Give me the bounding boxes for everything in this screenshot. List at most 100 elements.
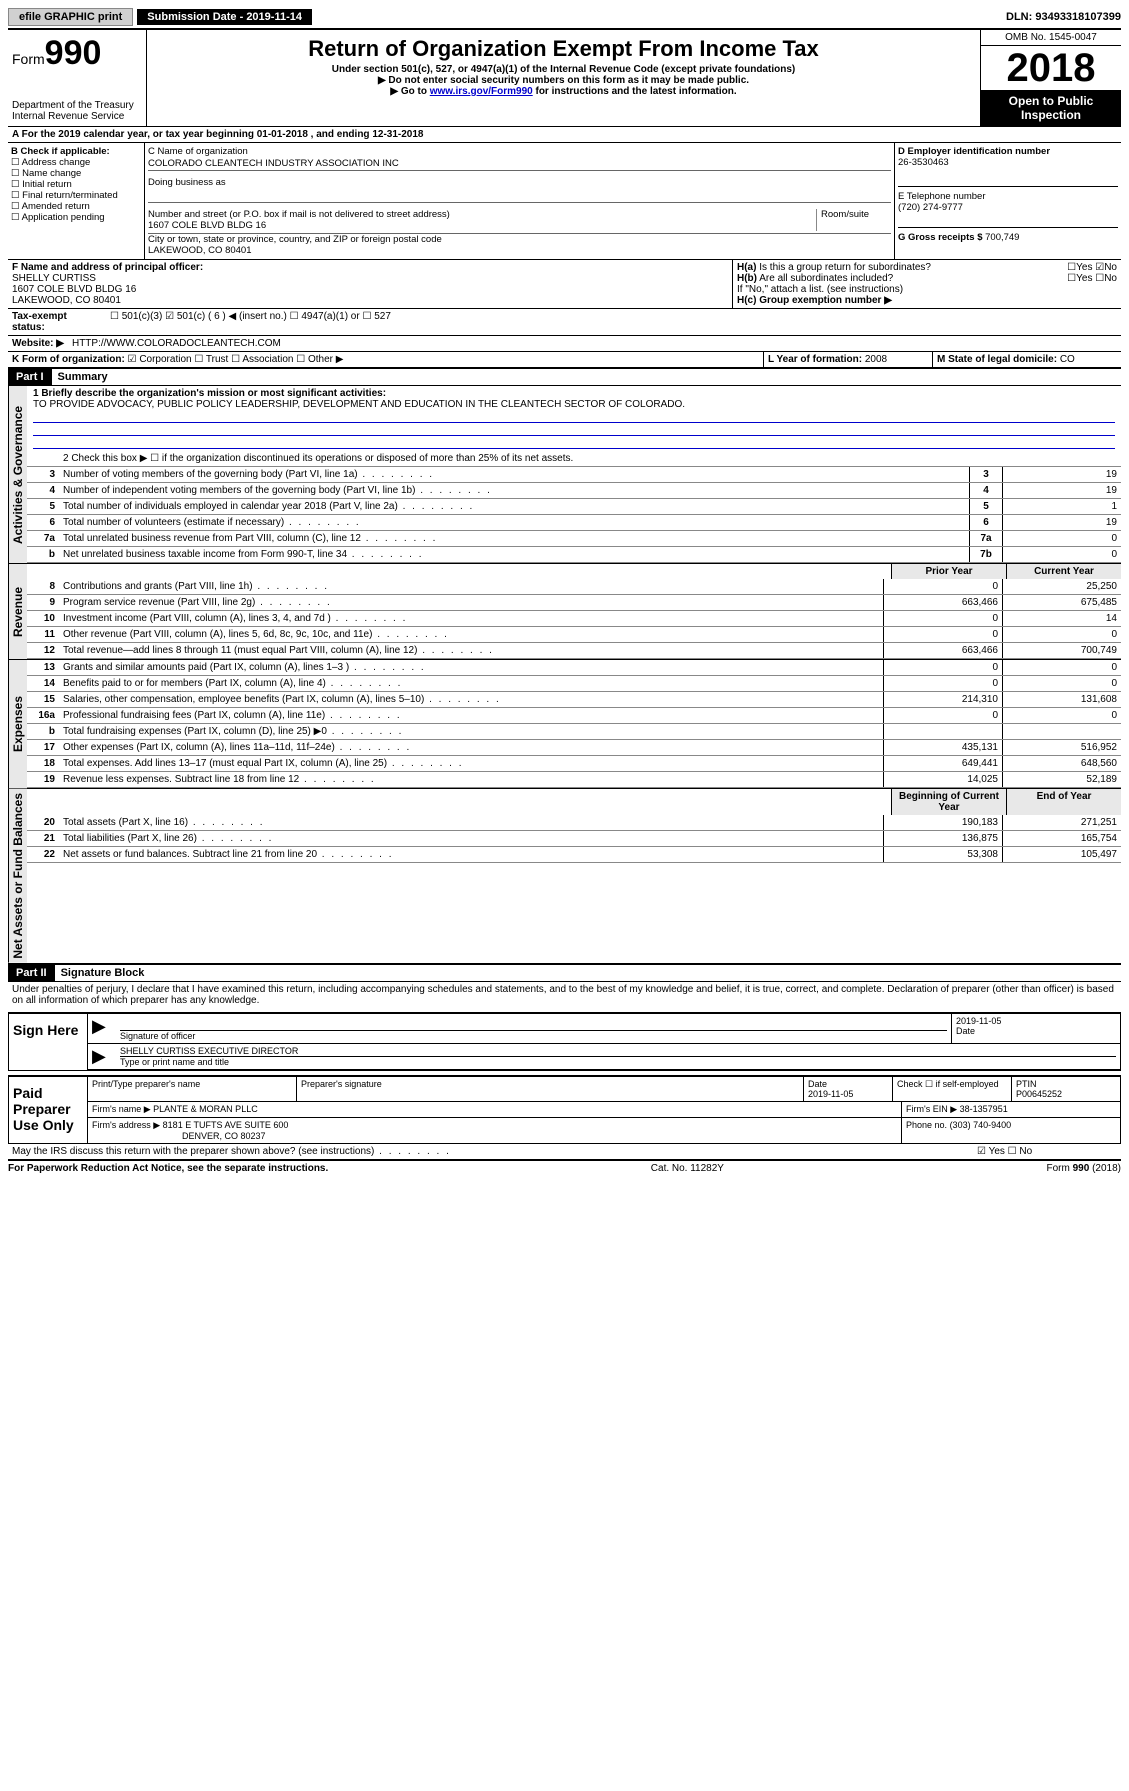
efile-button[interactable]: efile GRAPHIC print bbox=[8, 8, 133, 26]
l-label: L Year of formation: bbox=[768, 354, 862, 365]
data-row: 18Total expenses. Add lines 13–17 (must … bbox=[27, 756, 1121, 772]
ein-value: 26-3530463 bbox=[898, 157, 1118, 168]
data-row: 10Investment income (Part VIII, column (… bbox=[27, 611, 1121, 627]
k-label: K Form of organization: bbox=[12, 354, 125, 365]
part2-title: Signature Block bbox=[55, 965, 151, 981]
cat-number: Cat. No. 11282Y bbox=[651, 1163, 724, 1174]
tax-year: 2018 bbox=[981, 46, 1121, 90]
room-label: Room/suite bbox=[816, 209, 891, 231]
form-footer: Form 990 (2018) bbox=[1047, 1163, 1121, 1174]
c-label: C Name of organization bbox=[148, 146, 891, 157]
firm-phone: (303) 740-9400 bbox=[950, 1120, 1012, 1130]
dba-label: Doing business as bbox=[148, 177, 891, 188]
phone-value: (720) 274-9777 bbox=[898, 202, 1118, 213]
self-employed-check[interactable]: Check ☐ if self-employed bbox=[893, 1077, 1012, 1101]
vert-expenses: Expenses bbox=[8, 660, 27, 788]
period-row: A For the 2019 calendar year, or tax yea… bbox=[8, 127, 1121, 143]
l-val: 2008 bbox=[865, 354, 887, 365]
prep-sig-label: Preparer's signature bbox=[297, 1077, 804, 1101]
discuss-question: May the IRS discuss this return with the… bbox=[8, 1144, 973, 1159]
gov-row: 5Total number of individuals employed in… bbox=[27, 499, 1121, 515]
form-title: Return of Organization Exempt From Incom… bbox=[155, 36, 972, 62]
amended-check[interactable]: ☐ Amended return bbox=[11, 201, 141, 212]
vert-revenue: Revenue bbox=[8, 564, 27, 659]
data-row: 17Other expenses (Part IX, column (A), l… bbox=[27, 740, 1121, 756]
sig-officer-label: Signature of officer bbox=[120, 1031, 947, 1041]
pending-check[interactable]: ☐ Application pending bbox=[11, 212, 141, 223]
ha-row: H(a) Is this a group return for subordin… bbox=[737, 262, 1117, 273]
street-address: 1607 COLE BLVD BLDG 16 bbox=[148, 220, 816, 231]
part1-title: Summary bbox=[52, 369, 114, 385]
website-url[interactable]: HTTP://WWW.COLORADOCLEANTECH.COM bbox=[68, 336, 1121, 351]
department-label: Department of the Treasury Internal Reve… bbox=[12, 100, 142, 122]
name-change-check[interactable]: ☐ Name change bbox=[11, 168, 141, 179]
part2-header: Part II bbox=[8, 965, 55, 981]
vert-governance: Activities & Governance bbox=[8, 386, 27, 563]
data-row: 15Salaries, other compensation, employee… bbox=[27, 692, 1121, 708]
j-label: Website: ▶ bbox=[8, 336, 68, 351]
data-row: bTotal fundraising expenses (Part IX, co… bbox=[27, 724, 1121, 740]
dln-number: DLN: 93493318107399 bbox=[1006, 11, 1121, 23]
part1-header: Part I bbox=[8, 369, 52, 385]
b-label: B Check if applicable: bbox=[11, 146, 141, 157]
subtitle-1: Under section 501(c), 527, or 4947(a)(1)… bbox=[155, 64, 972, 75]
tax-status-options: ☐ 501(c)(3) ☑ 501(c) ( 6 ) ◀ (insert no.… bbox=[106, 309, 1121, 335]
sig-date: 2019-11-05 bbox=[956, 1016, 1116, 1026]
data-row: 19Revenue less expenses. Subtract line 1… bbox=[27, 772, 1121, 788]
hb-row: H(b) Are all subordinates included? ☐Yes… bbox=[737, 273, 1117, 284]
data-row: 14Benefits paid to or for members (Part … bbox=[27, 676, 1121, 692]
current-year-header: Current Year bbox=[1006, 564, 1121, 579]
f-label: F Name and address of principal officer: bbox=[12, 262, 203, 273]
mission-text: TO PROVIDE ADVOCACY, PUBLIC POLICY LEADE… bbox=[33, 399, 1115, 410]
gross-receipts: 700,749 bbox=[985, 232, 1019, 243]
paperwork-notice: For Paperwork Reduction Act Notice, see … bbox=[8, 1163, 328, 1174]
hc-row: H(c) Group exemption number ▶ bbox=[737, 295, 1117, 306]
ptin-value: P00645252 bbox=[1016, 1089, 1062, 1099]
firm-addr: 8181 E TUFTS AVE SUITE 600 bbox=[163, 1120, 289, 1130]
top-bar: efile GRAPHIC print Submission Date - 20… bbox=[8, 8, 1121, 26]
irs-link[interactable]: www.irs.gov/Form990 bbox=[430, 86, 533, 97]
sign-here-label: Sign Here bbox=[9, 1014, 88, 1070]
i-label: Tax-exempt status: bbox=[8, 309, 106, 335]
data-row: 21Total liabilities (Part X, line 26)136… bbox=[27, 831, 1121, 847]
form-number: Form990 bbox=[12, 34, 142, 73]
hb-note: If "No," attach a list. (see instruction… bbox=[737, 284, 1117, 295]
firm-name: PLANTE & MORAN PLLC bbox=[153, 1104, 258, 1114]
submission-date: Submission Date - 2019-11-14 bbox=[137, 9, 312, 25]
end-year-header: End of Year bbox=[1006, 789, 1121, 815]
data-row: 20Total assets (Part X, line 16)190,1832… bbox=[27, 815, 1121, 831]
data-row: 13Grants and similar amounts paid (Part … bbox=[27, 660, 1121, 676]
officer-name: SHELLY CURTISS bbox=[12, 273, 96, 284]
data-row: 9Program service revenue (Part VIII, lin… bbox=[27, 595, 1121, 611]
gov-row: bNet unrelated business taxable income f… bbox=[27, 547, 1121, 563]
data-row: 12Total revenue—add lines 8 through 11 (… bbox=[27, 643, 1121, 659]
org-name: COLORADO CLEANTECH INDUSTRY ASSOCIATION … bbox=[148, 157, 891, 171]
gov-row: 4Number of independent voting members of… bbox=[27, 483, 1121, 499]
paid-preparer-label: Paid Preparer Use Only bbox=[9, 1077, 88, 1143]
firm-city: DENVER, CO 80237 bbox=[92, 1131, 266, 1141]
omb-number: OMB No. 1545-0047 bbox=[981, 30, 1121, 46]
data-row: 16aProfessional fundraising fees (Part I… bbox=[27, 708, 1121, 724]
line1-label: 1 Briefly describe the organization's mi… bbox=[33, 388, 1115, 399]
subtitle-2: ▶ Do not enter social security numbers o… bbox=[155, 75, 972, 86]
addr-change-check[interactable]: ☐ Address change bbox=[11, 157, 141, 168]
declaration-text: Under penalties of perjury, I declare th… bbox=[8, 982, 1121, 1008]
prep-date: 2019-11-05 bbox=[808, 1089, 853, 1099]
gov-row: 6Total number of volunteers (estimate if… bbox=[27, 515, 1121, 531]
final-check[interactable]: ☐ Final return/terminated bbox=[11, 190, 141, 201]
subtitle-3: ▶ Go to www.irs.gov/Form990 for instruct… bbox=[155, 86, 972, 97]
officer-addr1: 1607 COLE BLVD BLDG 16 bbox=[12, 284, 136, 295]
typed-name: SHELLY CURTISS EXECUTIVE DIRECTOR bbox=[120, 1046, 1116, 1057]
city-label: City or town, state or province, country… bbox=[148, 234, 891, 245]
form-header: Form990 Department of the Treasury Inter… bbox=[8, 30, 1121, 127]
begin-year-header: Beginning of Current Year bbox=[891, 789, 1006, 815]
line2-label: 2 Check this box ▶ ☐ if the organization… bbox=[59, 451, 1121, 466]
addr-label: Number and street (or P.O. box if mail i… bbox=[148, 209, 816, 220]
initial-check[interactable]: ☐ Initial return bbox=[11, 179, 141, 190]
g-label: G Gross receipts $ bbox=[898, 232, 982, 243]
city-state-zip: LAKEWOOD, CO 80401 bbox=[148, 245, 891, 256]
prior-year-header: Prior Year bbox=[891, 564, 1006, 579]
officer-addr2: LAKEWOOD, CO 80401 bbox=[12, 295, 121, 306]
data-row: 11Other revenue (Part VIII, column (A), … bbox=[27, 627, 1121, 643]
firm-ein: 38-1357951 bbox=[960, 1104, 1008, 1114]
